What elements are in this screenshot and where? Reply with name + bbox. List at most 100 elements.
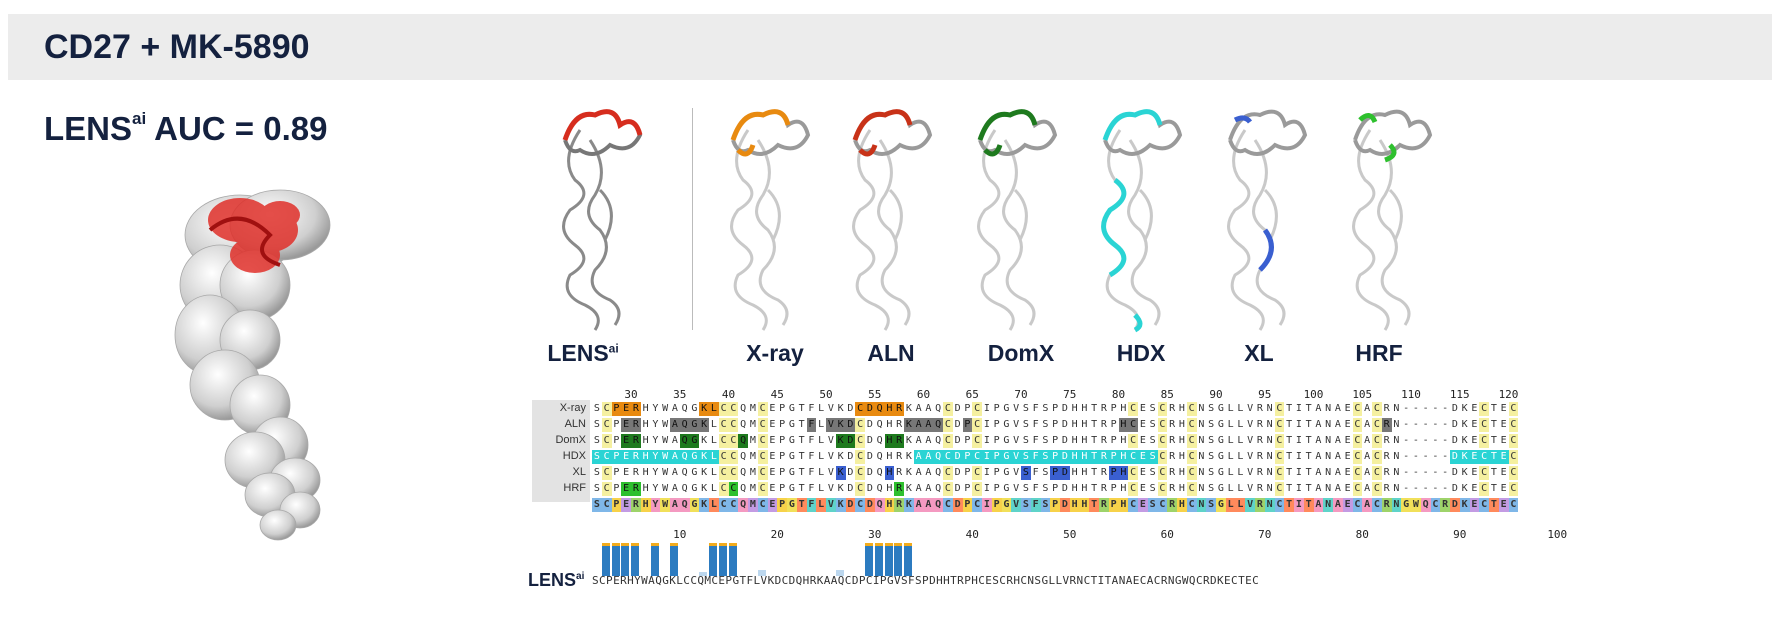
residue-cell: K (699, 418, 709, 432)
residue-cell: C (1186, 402, 1197, 416)
lens-track-label: LENSai (528, 570, 584, 591)
residue-cell: V (1247, 419, 1254, 430)
residue-cell: Y (652, 483, 659, 494)
residue-cell: C (972, 402, 982, 416)
residue-cell: I (982, 450, 992, 464)
residue-cell: D (847, 483, 854, 494)
residue-cell: Y (652, 435, 659, 446)
residue-cell: V (827, 403, 834, 414)
consensus-residue: D (1450, 498, 1460, 512)
ribbon-highlight (852, 109, 913, 157)
residue-cell: A (1334, 403, 1341, 414)
residue-cell: F (806, 418, 817, 432)
consensus-residue: Q (874, 498, 885, 512)
residue-cell: L (818, 435, 825, 446)
residue-cell: C (728, 418, 739, 432)
residue-cell: V (1013, 435, 1020, 446)
alignment-row-label: DomX (555, 434, 586, 446)
residue-cell: L (1237, 483, 1244, 494)
residue-cell: H (1120, 483, 1127, 494)
residue-cell: S (1208, 419, 1215, 430)
lens-track-label-sup: ai (576, 571, 585, 582)
residue-cell: D (954, 483, 961, 494)
residue-cell: Q (876, 435, 883, 446)
residue-cell: R (1169, 419, 1176, 430)
residue-cell: I (1295, 419, 1302, 430)
residue-cell: P (1110, 483, 1117, 494)
residue-cell: T (798, 403, 805, 414)
residue-cell: A (925, 435, 932, 446)
residue-cell: S (592, 450, 602, 464)
residue-cell: I (1295, 403, 1302, 414)
residue-cell: P (779, 483, 786, 494)
residue-cell: S (593, 403, 600, 414)
residue-cell: I (983, 403, 990, 414)
residue-cell: V (827, 483, 834, 494)
residue-cell: E (769, 483, 776, 494)
residue-cell: F (1030, 450, 1041, 464)
top-tick-label: 110 (1401, 388, 1421, 401)
residue-cell: I (983, 435, 990, 446)
residue-cell: L (818, 403, 825, 414)
residue-cell: A (671, 467, 678, 478)
residue-cell: S (1149, 419, 1156, 430)
residue-cell: G (1217, 419, 1224, 430)
residue-cell: T (1490, 483, 1497, 494)
residue-cell: L (1237, 467, 1244, 478)
residue-cell: H (1178, 483, 1185, 494)
residue-cell: C (1352, 418, 1363, 432)
residue-cell: T (1305, 419, 1312, 430)
residue-cell: P (613, 419, 620, 430)
residue-cell: C (718, 418, 729, 432)
residue-cell: M (749, 419, 756, 430)
consensus-residue: Y (650, 498, 661, 512)
residue-cell: P (962, 418, 973, 432)
consensus-residue: C (855, 498, 865, 512)
residue-cell: H (1118, 418, 1129, 432)
residue-cell: C (1128, 482, 1138, 496)
residue-cell: E (623, 467, 630, 478)
residue-cell: H (1071, 483, 1078, 494)
residue-cell: F (1032, 403, 1039, 414)
residue-cell: - (1442, 467, 1449, 478)
residue-cell: C (1186, 450, 1197, 464)
residue-cell: C (1372, 466, 1382, 480)
residue-cell: R (1100, 403, 1107, 414)
residue-cell: - (1403, 451, 1410, 462)
residue-cell: G (1217, 483, 1224, 494)
residue-cell: F (1032, 419, 1039, 430)
residue-cell: H (1178, 419, 1185, 430)
consensus-residue: K (904, 498, 914, 512)
residue-cell: D (866, 467, 873, 478)
residue-cell: E (769, 467, 776, 478)
residue-cell: D (845, 418, 856, 432)
residue-cell: P (611, 402, 622, 416)
residue-cell: C (1157, 402, 1168, 416)
residue-cell: W (662, 483, 669, 494)
residue-cell: R (1169, 483, 1176, 494)
residue-cell: R (1100, 419, 1107, 430)
residue-cell: H (642, 403, 649, 414)
residue-cell: E (1344, 467, 1351, 478)
consensus-residue: R (1099, 498, 1109, 512)
residue-cell: R (896, 467, 903, 478)
residue-cell: K (1461, 467, 1468, 478)
residue-cell: Q (740, 419, 747, 430)
residue-cell: N (1266, 483, 1273, 494)
residue-cell: N (1393, 419, 1400, 430)
residue-cell: P (779, 403, 786, 414)
residue-cell: P (1052, 483, 1059, 494)
bottom-tick-label: 40 (965, 528, 979, 541)
consensus-residue: R (1381, 498, 1392, 512)
residue-cell: L (818, 467, 825, 478)
residue-cell: - (1403, 419, 1410, 430)
residue-cell: N (1198, 403, 1205, 414)
residue-cell: M (749, 467, 756, 478)
residue-cell: G (689, 450, 700, 464)
residue-cell: G (689, 434, 700, 448)
consensus-residue: C (1157, 498, 1168, 512)
residue-cell: E (1469, 450, 1480, 464)
residue-cell: P (964, 403, 971, 414)
residue-cell: Y (652, 467, 659, 478)
residue-cell: K (904, 418, 914, 432)
